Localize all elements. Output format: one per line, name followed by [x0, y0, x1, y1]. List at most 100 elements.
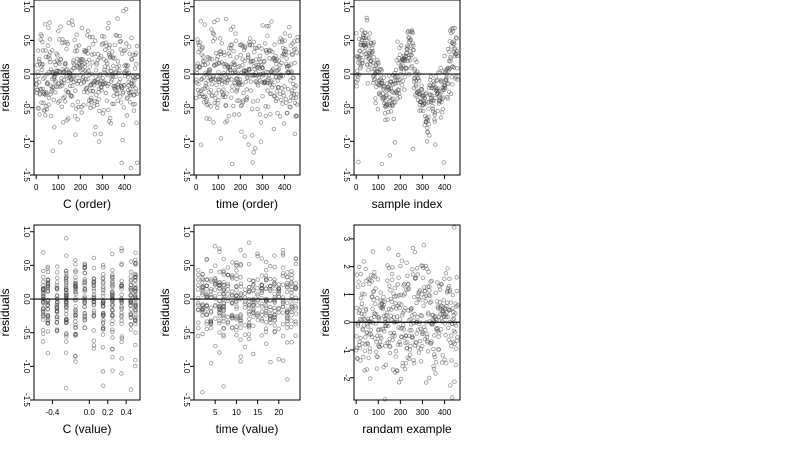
data-point [132, 66, 138, 71]
data-point [388, 86, 394, 91]
data-point [280, 299, 286, 304]
data-point [429, 341, 434, 346]
data-point [276, 310, 281, 315]
data-point [424, 380, 429, 385]
data-point [373, 286, 378, 291]
y-axis-label: residuals [318, 63, 332, 111]
data-point [284, 300, 290, 305]
data-point [280, 39, 285, 45]
data-point [82, 265, 87, 271]
data-point [375, 295, 380, 301]
data-point [86, 45, 91, 51]
data-point [413, 275, 418, 281]
data-point [452, 341, 457, 346]
data-point [276, 357, 281, 362]
data-point [73, 269, 78, 275]
data-point [416, 78, 422, 83]
y-tick-label: -1.0 [182, 134, 191, 148]
data-point [402, 74, 407, 80]
data-point [119, 321, 124, 326]
x-tick-label: 300 [416, 183, 430, 192]
data-point [280, 310, 285, 315]
data-point [372, 274, 378, 279]
data-point [255, 286, 260, 291]
data-point [432, 352, 437, 357]
data-point [279, 60, 284, 66]
data-point [133, 86, 138, 91]
data-point [355, 68, 360, 73]
data-point [208, 77, 213, 82]
data-point [217, 291, 222, 297]
data-point [113, 74, 118, 79]
data-point [276, 287, 281, 292]
data-point [381, 313, 387, 319]
data-point [213, 304, 218, 309]
data-point [196, 268, 201, 273]
data-point [287, 33, 292, 38]
data-point [201, 54, 206, 59]
data-point [111, 93, 116, 99]
data-point [214, 61, 219, 67]
data-point [266, 75, 271, 81]
y-tick-label: 0.0 [182, 68, 191, 80]
data-point [73, 282, 78, 288]
data-point [295, 34, 300, 40]
data-point [242, 301, 248, 306]
data-point [213, 316, 218, 321]
y-axis-label: residuals [158, 63, 172, 111]
data-point [285, 86, 291, 92]
data-point [62, 99, 68, 104]
data-point [294, 113, 300, 118]
data-point [453, 311, 458, 316]
data-point [426, 375, 432, 381]
data-point [252, 146, 258, 151]
data-point [196, 302, 201, 307]
data-point [116, 87, 121, 92]
data-point [46, 102, 51, 107]
data-point [426, 310, 431, 315]
data-point [237, 82, 242, 87]
data-point [288, 104, 293, 110]
data-point [242, 253, 247, 258]
data-point [255, 81, 260, 86]
data-point [281, 93, 286, 98]
data-point [115, 59, 121, 64]
y-tick-label: 0.5 [342, 35, 351, 47]
data-point [43, 48, 48, 53]
data-point [397, 301, 402, 306]
data-point [212, 243, 218, 249]
data-point [411, 43, 416, 48]
data-point [105, 65, 111, 70]
data-point [247, 40, 252, 45]
data-point [41, 301, 46, 306]
data-point [427, 133, 432, 138]
data-point [72, 49, 78, 54]
data-point [45, 321, 50, 326]
data-point [362, 368, 367, 373]
data-point [103, 47, 108, 52]
data-point [119, 336, 124, 341]
data-point [406, 286, 411, 291]
data-point [231, 60, 236, 65]
data-point [230, 84, 235, 89]
data-point [284, 56, 289, 61]
data-point [431, 364, 436, 369]
data-point [207, 56, 213, 61]
data-point [80, 74, 86, 80]
data-point [447, 276, 452, 281]
data-point [285, 280, 290, 286]
data-point [384, 312, 389, 318]
data-point [132, 293, 138, 298]
data-point [401, 322, 406, 328]
data-point [55, 275, 60, 281]
data-point [428, 300, 433, 305]
data-point [421, 242, 426, 248]
data-point [125, 63, 131, 68]
data-point [366, 44, 372, 49]
data-point [230, 300, 235, 305]
data-point [433, 371, 438, 376]
data-point [91, 279, 97, 284]
data-point [207, 67, 213, 72]
data-point [224, 118, 230, 123]
data-point [415, 315, 420, 320]
